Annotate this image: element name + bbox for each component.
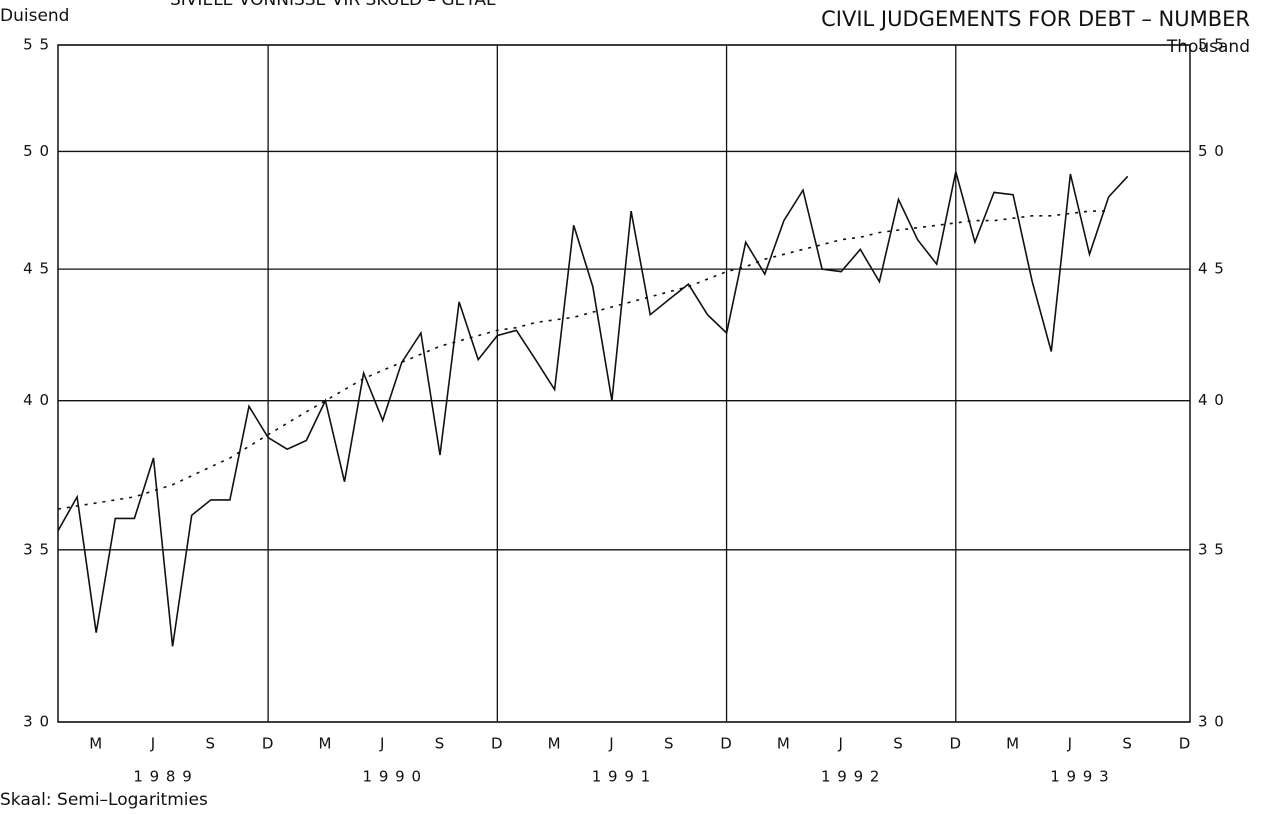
x-tick-label: M — [1006, 735, 1020, 753]
year-label: 1 9 9 3 — [1050, 768, 1109, 786]
year-label: 1 9 9 0 — [363, 768, 422, 786]
y-tick-label-right: 3 0 — [1198, 713, 1225, 731]
x-tick-label: M — [89, 735, 103, 753]
x-tick-label: D — [262, 735, 275, 753]
x-tick-label: D — [720, 735, 733, 753]
year-label: 1 9 9 2 — [821, 768, 880, 786]
x-tick-label: S — [206, 735, 217, 753]
x-tick-label: S — [893, 735, 904, 753]
data-line — [57, 171, 1129, 647]
x-tick-label: S — [1122, 735, 1133, 753]
y-tick-label: 4 0 — [23, 391, 50, 409]
y-tick-label-right: 3 5 — [1198, 540, 1225, 558]
x-tick-label: J — [150, 735, 156, 753]
x-tick-label: M — [548, 735, 562, 753]
year-label: 1 9 8 9 — [133, 768, 192, 786]
y-tick-label-right: 4 0 — [1198, 391, 1225, 409]
x-tick-label: S — [664, 735, 675, 753]
y-tick-label-right: 5 5 — [1198, 36, 1225, 54]
y-tick-label: 3 0 — [23, 713, 50, 731]
y-tick-label: 4 5 — [23, 260, 50, 278]
y-tick-label: 5 5 — [23, 36, 50, 54]
y-unit-left: Duisend — [0, 6, 69, 26]
x-tick-label: J — [1067, 735, 1073, 753]
x-tick-label: J — [608, 735, 614, 753]
y-unit-right: Thousand — [1166, 37, 1250, 57]
x-tick-label: D — [1179, 735, 1192, 753]
y-tick-label: 3 5 — [23, 540, 50, 558]
chart-title: CIVIL JUDGEMENTS FOR DEBT – NUMBER — [821, 7, 1250, 31]
y-tick-label-right: 4 5 — [1198, 260, 1225, 278]
y-tick-label: 5 0 — [23, 142, 50, 160]
y-tick-label-right: 5 0 — [1198, 142, 1225, 160]
x-tick-label: J — [379, 735, 385, 753]
x-tick-label: D — [949, 735, 962, 753]
x-tick-label: M — [777, 735, 791, 753]
x-tick-label: J — [837, 735, 843, 753]
footnote: Skaal: Semi–Logaritmies — [0, 790, 208, 810]
year-label: 1 9 9 1 — [592, 768, 651, 786]
x-tick-label: D — [491, 735, 504, 753]
x-tick-label: S — [435, 735, 446, 753]
data-line — [57, 210, 1109, 510]
x-tick-label: M — [318, 735, 332, 753]
title-left: SIVIELE VONNISSE VIR SKULD – GETAL — [170, 0, 496, 10]
plot-frame — [57, 44, 1191, 723]
